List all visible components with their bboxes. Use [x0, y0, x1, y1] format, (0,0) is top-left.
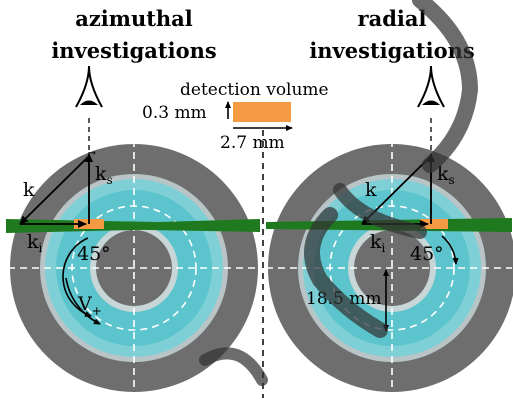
- left-angle-arc: [62, 237, 92, 317]
- left-angle-label: 45°: [77, 243, 111, 265]
- right-title-line2: investigations: [309, 38, 474, 63]
- left-title-line1: azimuthal: [75, 6, 193, 31]
- detection-height-label: 0.3 mm: [142, 103, 207, 123]
- left-ki-label: ki: [27, 231, 43, 255]
- right-angle-arc: [441, 235, 459, 265]
- right-eye-icon: [417, 65, 445, 108]
- left-eye-icon: [75, 65, 103, 108]
- detection-width-label: 2.7 mm: [220, 133, 285, 153]
- left-title-line2: investigations: [51, 38, 216, 63]
- left-velocity-label: V+: [77, 293, 102, 318]
- left-k-label: k: [23, 179, 35, 201]
- right-ki-label: ki: [370, 231, 386, 255]
- detection-volume-legend: [225, 101, 293, 131]
- right-ks-label: ks: [437, 163, 455, 187]
- watermark-overlay: [199, 0, 479, 386]
- left-vectors: [19, 118, 101, 325]
- right-disc: [266, 140, 513, 398]
- legend-volume-box: [233, 102, 291, 122]
- right-title-line1: radial: [358, 6, 427, 31]
- right-k-label: k: [365, 179, 377, 201]
- left-velocity-arc: [65, 277, 101, 325]
- detection-volume-label: detection volume: [180, 80, 329, 100]
- right-angle-label: 45°: [410, 243, 444, 265]
- right-detection-volume: [420, 219, 448, 229]
- left-k-arrow: [19, 155, 90, 225]
- left-ks-label: ks: [95, 163, 113, 187]
